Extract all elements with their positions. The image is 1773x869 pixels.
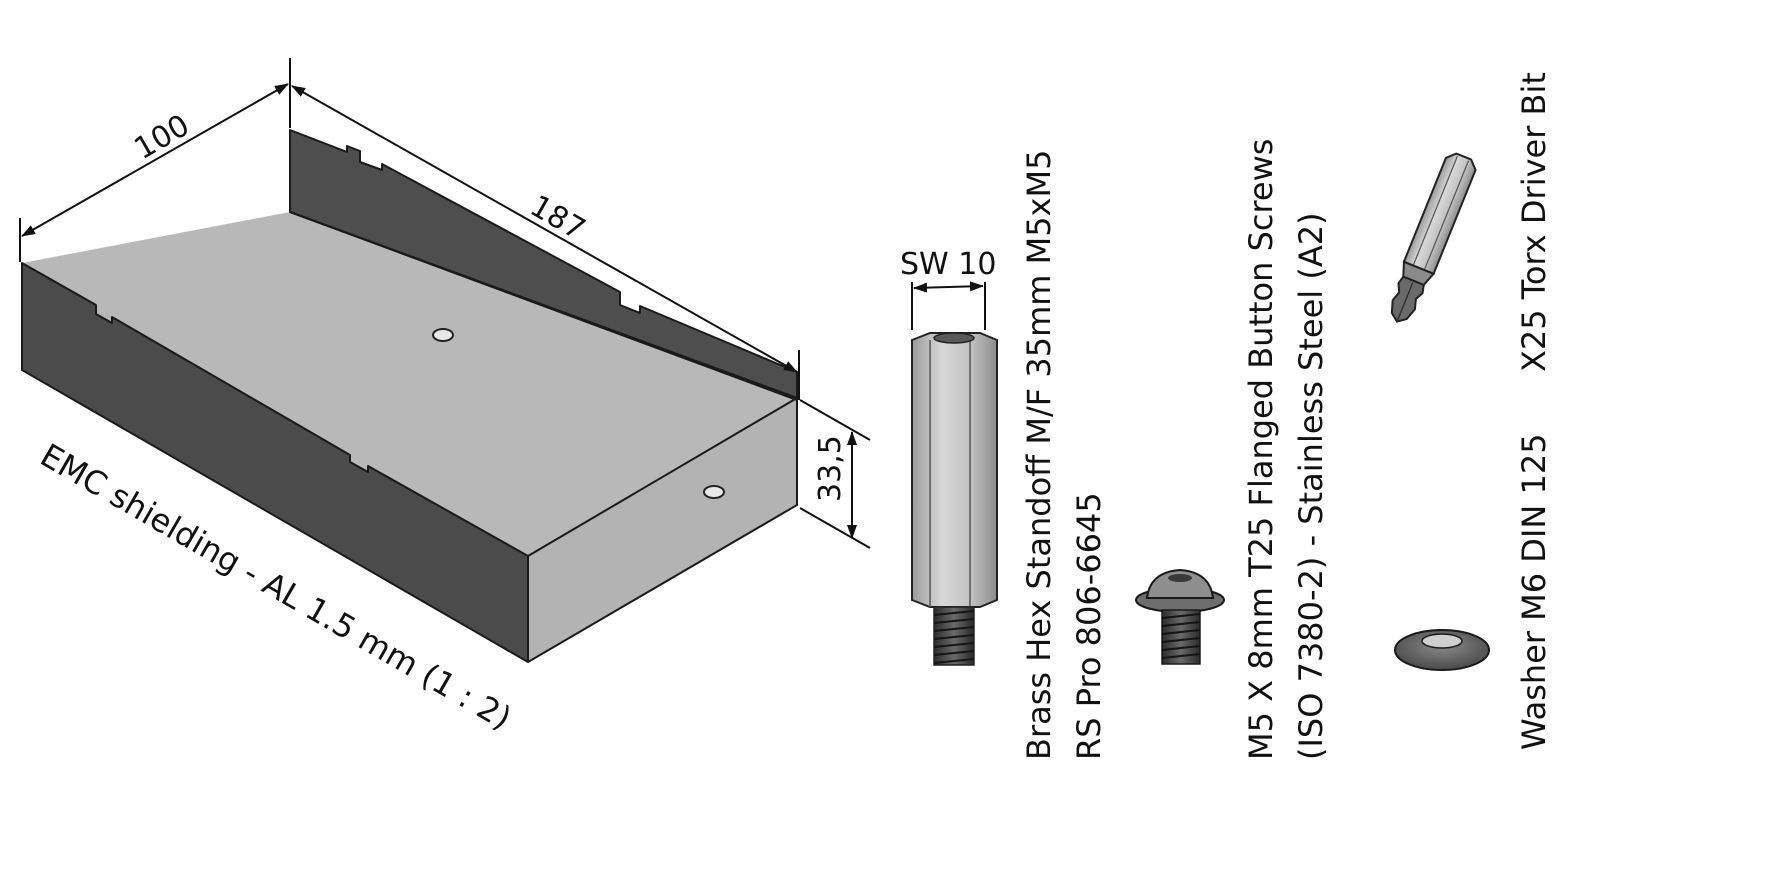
bit-hex-shank <box>1402 152 1477 276</box>
extension-line <box>799 507 871 549</box>
standoff-thread-hole <box>933 332 975 344</box>
washer-body <box>1394 629 1490 671</box>
torx-driver-bit <box>1390 152 1477 323</box>
bit-torx-tip <box>1390 275 1425 323</box>
washer <box>1394 629 1490 671</box>
torx-recess <box>1168 574 1192 582</box>
standoff <box>911 332 998 666</box>
screw-head <box>1145 568 1215 599</box>
dimension-label-width: 100 <box>129 108 196 167</box>
washer-hole <box>1421 633 1463 649</box>
tray-floor <box>22 212 797 662</box>
dimension-line <box>291 85 798 373</box>
mount-hole <box>703 485 725 499</box>
bit-title: X25 Torx Driver Bit <box>1515 72 1553 372</box>
dimension-line <box>21 83 289 237</box>
dimension-label-height: 33,5 <box>813 435 848 502</box>
dimension-label-length: 187 <box>524 189 591 248</box>
standoff-part-number: RS Pro 806-6645 <box>1070 492 1108 760</box>
dimension-wrench-size: SW 10 <box>900 247 996 330</box>
standoff-title: Brass Hex Standoff M/F 35mm M5xM5 <box>1020 150 1058 760</box>
screw-thread <box>1161 609 1201 665</box>
washer-title: Washer M6 DIN 125 <box>1515 433 1553 750</box>
standoff-male-thread <box>933 606 975 666</box>
mount-hole <box>432 328 454 342</box>
standoff-hex-body <box>911 332 998 608</box>
screw-spec: (ISO 7380-2) - Stainless Steel (A2) <box>1292 212 1330 760</box>
dimension-line <box>913 281 984 293</box>
dimension-label-wrench: SW 10 <box>900 247 996 282</box>
screw-title: M5 X 8mm T25 Flanged Button Screws <box>1242 139 1280 760</box>
shielding-tray <box>21 129 798 663</box>
flanged-button-screw <box>1135 568 1225 665</box>
extension-line <box>799 399 871 441</box>
dimension-height: 33,5 <box>799 399 871 549</box>
